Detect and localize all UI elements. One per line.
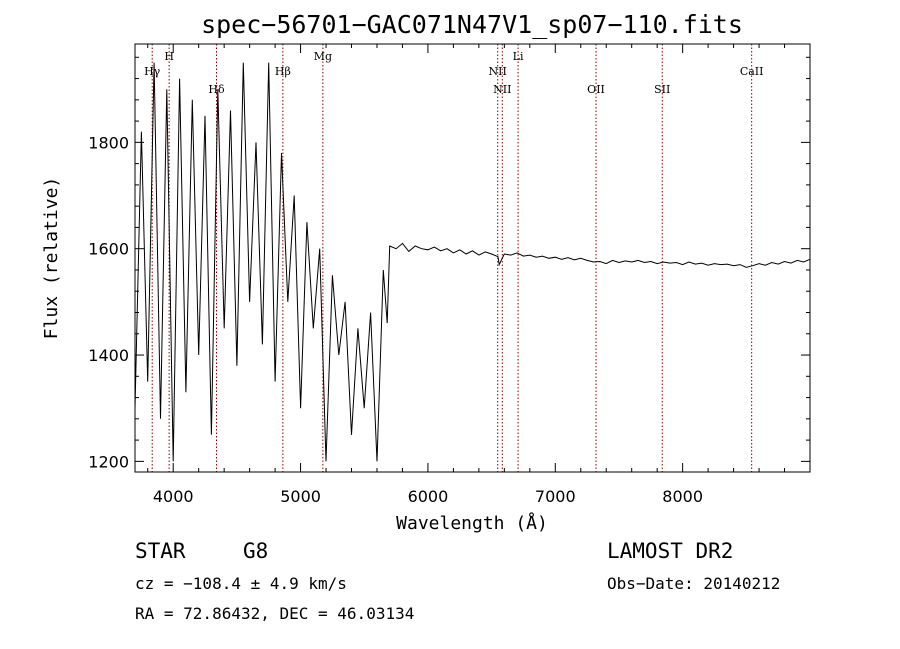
y-tick-label: 1400 bbox=[88, 346, 129, 365]
x-tick-label: 7000 bbox=[535, 487, 576, 506]
spectral-line-label: Mg bbox=[314, 50, 332, 63]
axis-ticks: 4000 5000 6000 7000 8000 1200 1400 1600 1800 bbox=[88, 44, 810, 506]
object-class: STAR bbox=[135, 539, 186, 563]
plot-frame bbox=[134, 43, 811, 473]
spectral-line-label: H bbox=[164, 50, 174, 63]
coordinates-readout: RA = 72.86432, DEC = 46.03134 bbox=[135, 604, 414, 623]
x-axis-label: Wavelength (Å) bbox=[396, 512, 548, 534]
y-tick-label: 1200 bbox=[88, 452, 129, 471]
spectral-line-label: Hβ bbox=[275, 65, 291, 78]
spectral-line-labels: HγH Hδ Hβ Mg NII NII Li OII SII CaII bbox=[144, 50, 763, 96]
y-tick-label: 1800 bbox=[88, 133, 129, 152]
x-tick-label: 5000 bbox=[280, 487, 321, 506]
spectral-line-label: Hγ bbox=[144, 65, 161, 78]
y-tick-label: 1600 bbox=[88, 240, 129, 259]
spectral-line-label: CaII bbox=[740, 65, 764, 78]
observation-date: Obs−Date: 20140212 bbox=[607, 574, 780, 593]
x-tick-label: 8000 bbox=[662, 487, 703, 506]
redshift-readout: cz = −108.4 ± 4.9 km/s bbox=[135, 574, 347, 593]
spectrum-line bbox=[134, 62, 811, 462]
spectral-line-label: Li bbox=[513, 50, 524, 63]
x-tick-label: 4000 bbox=[153, 487, 194, 506]
survey-name: LAMOST DR2 bbox=[607, 539, 733, 563]
spectrum-series bbox=[134, 62, 811, 462]
x-tick-label: 6000 bbox=[408, 487, 449, 506]
spectral-line-label: OII bbox=[587, 83, 605, 96]
y-axis-label: Flux (relative) bbox=[41, 177, 62, 340]
spectral-line-label: NII bbox=[489, 65, 507, 78]
spectral-line-label: NII bbox=[493, 83, 511, 96]
object-subclass: G8 bbox=[243, 539, 268, 563]
spectral-line-label: Hδ bbox=[208, 83, 225, 96]
spectral-line-label: SII bbox=[654, 83, 670, 96]
chart-title: spec−56701−GAC071N47V1_sp07−110.fits bbox=[201, 10, 743, 39]
